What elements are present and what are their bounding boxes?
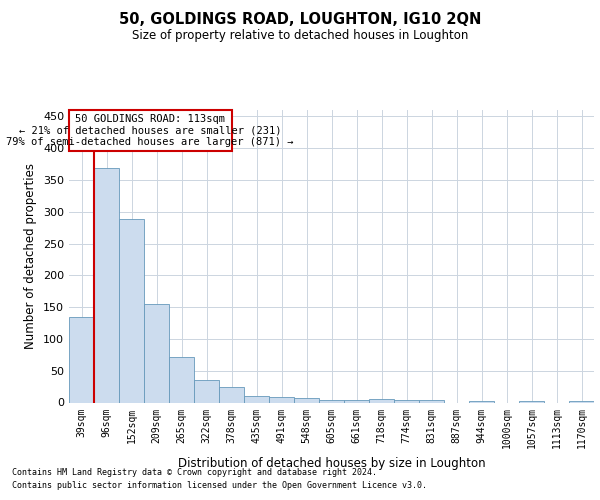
Bar xyxy=(469,400,494,402)
Text: 50, GOLDINGS ROAD, LOUGHTON, IG10 2QN: 50, GOLDINGS ROAD, LOUGHTON, IG10 2QN xyxy=(119,12,481,28)
Bar xyxy=(344,400,369,402)
Text: 79% of semi-detached houses are larger (871) →: 79% of semi-detached houses are larger (… xyxy=(7,137,294,147)
X-axis label: Distribution of detached houses by size in Loughton: Distribution of detached houses by size … xyxy=(178,457,485,470)
Bar xyxy=(144,304,169,402)
Bar xyxy=(69,316,94,402)
Bar xyxy=(119,220,144,402)
Text: Size of property relative to detached houses in Loughton: Size of property relative to detached ho… xyxy=(132,28,468,42)
Text: Contains HM Land Registry data © Crown copyright and database right 2024.: Contains HM Land Registry data © Crown c… xyxy=(12,468,377,477)
Bar xyxy=(194,380,219,402)
Bar xyxy=(394,400,419,402)
Y-axis label: Number of detached properties: Number of detached properties xyxy=(25,163,37,349)
Bar xyxy=(294,398,319,402)
Bar xyxy=(219,386,244,402)
Text: ← 21% of detached houses are smaller (231): ← 21% of detached houses are smaller (23… xyxy=(19,126,281,136)
Bar xyxy=(319,400,344,402)
Text: Contains public sector information licensed under the Open Government Licence v3: Contains public sector information licen… xyxy=(12,482,427,490)
Bar xyxy=(369,400,394,402)
Bar xyxy=(169,356,194,403)
Bar xyxy=(569,400,594,402)
Bar xyxy=(94,168,119,402)
Bar xyxy=(269,398,294,402)
Text: 50 GOLDINGS ROAD: 113sqm: 50 GOLDINGS ROAD: 113sqm xyxy=(75,114,225,124)
Bar xyxy=(519,400,544,402)
Bar xyxy=(419,400,444,402)
Bar xyxy=(244,396,269,402)
